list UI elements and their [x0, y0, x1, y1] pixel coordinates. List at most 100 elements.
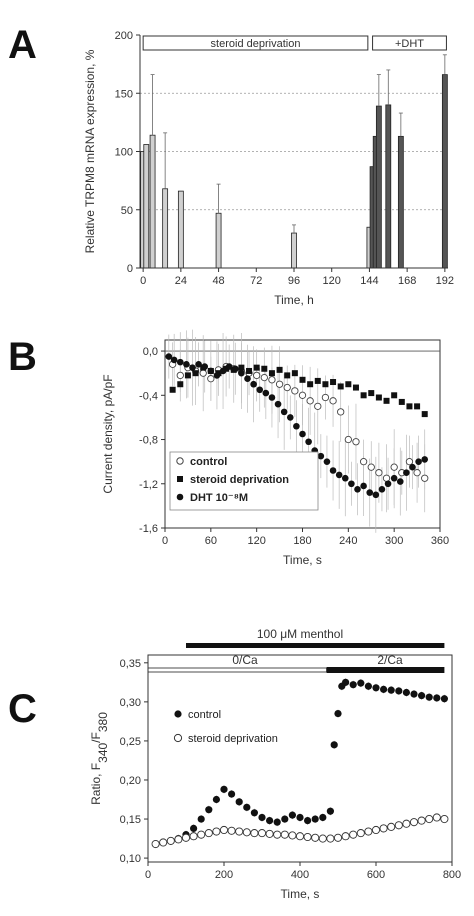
- y-tick-label: 100: [115, 147, 133, 159]
- steroid-deprivation-point: [409, 818, 419, 827]
- dht-point: [207, 367, 215, 375]
- y-tick-label: 0,20: [120, 775, 141, 787]
- control-point: [275, 380, 284, 388]
- dht-point: [329, 467, 337, 474]
- steroid-deprivation-point: [322, 381, 329, 388]
- control-point: [291, 387, 299, 395]
- control-point: [190, 824, 198, 833]
- control-point: [260, 373, 268, 382]
- dht-point: [384, 480, 392, 488]
- steroid-deprivation-point: [276, 366, 283, 373]
- y-tick-label: 0,30: [120, 697, 141, 709]
- control-point: [337, 408, 345, 416]
- control-point: [220, 785, 228, 793]
- steroid-deprivation-point: [402, 819, 411, 828]
- dht-point: [372, 491, 380, 499]
- control-point: [421, 474, 429, 482]
- steroid-deprivation-point: [352, 384, 359, 391]
- steroid-deprivation-point: [151, 839, 160, 849]
- dht-point: [409, 463, 416, 471]
- control-point: [197, 815, 205, 823]
- steroid-deprivation-point: [284, 372, 291, 379]
- dht-point: [231, 365, 239, 373]
- y-axis-label: Relative TRPM8 mRNA expression, %: [83, 49, 97, 253]
- control-point: [372, 684, 380, 692]
- x-tick-label: 144: [360, 275, 378, 287]
- control-point: [440, 695, 448, 703]
- steroid-deprivation-point: [379, 824, 388, 833]
- dht-point: [256, 386, 264, 394]
- control-point: [352, 438, 360, 446]
- panel-letter-b: B: [8, 335, 37, 379]
- dht-point: [274, 400, 282, 408]
- zero-calcium-label: 0/Ca: [232, 653, 258, 667]
- steroid-deprivation-bar: [142, 35, 369, 51]
- control-point: [298, 391, 307, 399]
- steroid-deprivation-point: [169, 386, 176, 393]
- steroid-deprivation-point: [333, 833, 343, 842]
- control-point: [344, 435, 352, 444]
- dht-point: [238, 369, 245, 377]
- dht-point: [366, 489, 374, 496]
- control-point: [418, 692, 426, 700]
- dht-point: [213, 372, 221, 379]
- dht-point: [262, 389, 270, 397]
- control-point: [364, 682, 372, 690]
- steroid-deprivation-point: [219, 825, 229, 835]
- bar: [215, 212, 222, 269]
- steroid-deprivation-point: [273, 830, 282, 839]
- steroid-deprivation-point: [394, 821, 403, 830]
- steroid-deprivation-point: [261, 365, 268, 372]
- steroid-deprivation-point: [189, 832, 198, 841]
- dht-point: [396, 478, 404, 485]
- steroid-deprivation-label: steroid deprivation: [211, 38, 301, 50]
- dht-point: [305, 438, 312, 446]
- legend-marker-steroid: [173, 733, 183, 743]
- steroid-deprivation-point: [303, 832, 312, 842]
- dht-point: [250, 380, 257, 388]
- y-axis-label-part: Ratio, F: [89, 763, 103, 805]
- x-tick-label: 60: [205, 535, 217, 547]
- steroid-deprivation-point: [326, 834, 335, 843]
- control-point: [357, 679, 365, 687]
- steroid-deprivation-point: [383, 397, 390, 404]
- steroid-deprivation-point: [391, 392, 398, 399]
- steroid-deprivation-point: [204, 829, 213, 838]
- control-point: [326, 807, 334, 815]
- control-point: [176, 371, 184, 380]
- control-point: [283, 383, 291, 392]
- steroid-deprivation-point: [192, 370, 199, 377]
- y-tick-label: -0,4: [139, 390, 158, 402]
- legend-label: steroid deprivation: [190, 474, 289, 486]
- steroid-deprivation-point: [341, 832, 350, 841]
- dht-point: [415, 458, 422, 465]
- panel-a-bar-chart: steroid deprivation +DHT 0 50 100 150 200 0 24 48…: [83, 30, 454, 307]
- y-axis-label-subscript: 380: [96, 712, 110, 732]
- dht-point: [341, 474, 349, 482]
- x-tick-label: 300: [385, 535, 403, 547]
- y-tick-label: 50: [121, 205, 133, 217]
- steroid-deprivation-point: [375, 394, 382, 401]
- steroid-deprivation-point: [268, 370, 275, 377]
- control-point: [425, 693, 433, 701]
- control-point: [207, 375, 215, 383]
- steroid-deprivation-point: [349, 830, 358, 839]
- control-point: [273, 818, 281, 826]
- panel-letter-a: A: [8, 23, 37, 67]
- dht-point: [323, 458, 331, 465]
- dht-point: [280, 408, 288, 416]
- control-point: [413, 469, 421, 477]
- steroid-deprivation-point: [356, 829, 365, 838]
- x-tick-label: 120: [247, 535, 265, 547]
- x-tick-label: 0: [145, 869, 151, 881]
- dht-point: [360, 482, 367, 490]
- steroid-deprivation-point: [280, 830, 289, 839]
- x-tick-label: 600: [367, 869, 385, 881]
- dht-point: [170, 356, 178, 364]
- bar: [385, 104, 392, 269]
- x-tick-label: 180: [293, 535, 311, 547]
- legend-label: control: [188, 709, 221, 721]
- steroid-deprivation-point: [318, 834, 327, 843]
- y-tick-label: 0,35: [120, 658, 141, 670]
- steroid-deprivation-point: [307, 381, 314, 388]
